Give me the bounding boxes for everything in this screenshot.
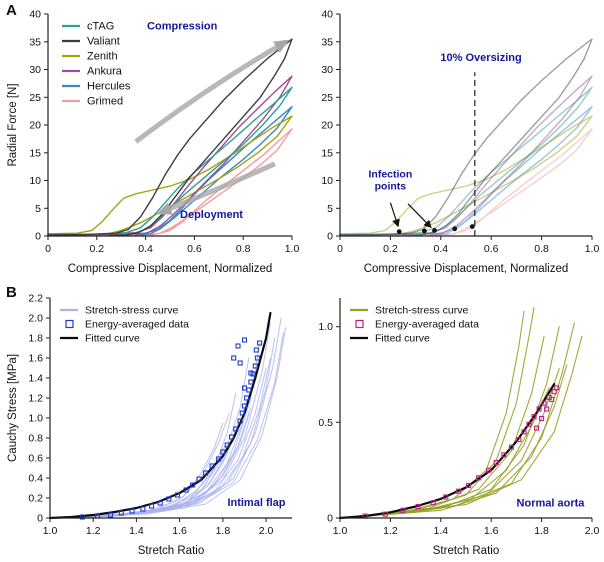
- svg-text:5: 5: [327, 203, 333, 215]
- svg-text:30: 30: [321, 64, 333, 76]
- svg-text:0.8: 0.8: [236, 243, 251, 255]
- svg-text:points: points: [375, 181, 407, 193]
- chart-stress-normal-aorta: Normal aorta 1.0 1.2 1.4 1.6 1.8 2.0 0 0.5 1.0 Str…: [306, 284, 602, 560]
- svg-text:10: 10: [321, 175, 333, 187]
- svg-text:0: 0: [327, 231, 333, 243]
- svg-text:20: 20: [321, 120, 333, 132]
- svg-text:Compression: Compression: [147, 21, 218, 33]
- svg-text:1.2: 1.2: [86, 525, 101, 537]
- svg-text:Cauchy Stress [MPa]: Cauchy Stress [MPa]: [7, 354, 19, 462]
- svg-text:0: 0: [37, 513, 43, 525]
- svg-text:15: 15: [29, 147, 41, 159]
- panel-b-label: B: [6, 284, 17, 301]
- svg-text:0.5: 0.5: [318, 417, 333, 429]
- svg-text:0: 0: [327, 513, 333, 525]
- svg-text:1.8: 1.8: [534, 525, 549, 537]
- svg-text:20: 20: [29, 120, 41, 132]
- svg-text:0.2: 0.2: [383, 243, 398, 255]
- svg-text:15: 15: [321, 147, 333, 159]
- chart-stress-intimal-flap: Intimal flap 1.0 1.2 1.4 1.6 1.8 2.0 0 0.2 0.4 0.6…: [4, 284, 300, 560]
- svg-text:0.2: 0.2: [89, 243, 104, 255]
- svg-text:1.0: 1.0: [43, 525, 58, 537]
- svg-text:Fitted curve: Fitted curve: [85, 333, 140, 345]
- svg-text:1.4: 1.4: [28, 373, 43, 385]
- svg-text:1.8: 1.8: [28, 333, 43, 345]
- svg-text:Valiant: Valiant: [87, 36, 120, 48]
- svg-text:1.0: 1.0: [285, 243, 300, 255]
- svg-text:0.8: 0.8: [534, 243, 549, 255]
- svg-text:35: 35: [321, 36, 333, 48]
- svg-text:1.0: 1.0: [318, 321, 333, 333]
- svg-text:Infection: Infection: [369, 169, 413, 181]
- svg-text:40: 40: [29, 9, 41, 21]
- svg-text:10: 10: [29, 175, 41, 187]
- svg-text:0.4: 0.4: [28, 473, 43, 485]
- svg-text:1.8: 1.8: [216, 525, 231, 537]
- svg-text:10% Oversizing: 10% Oversizing: [440, 52, 521, 64]
- svg-text:2.2: 2.2: [28, 293, 43, 305]
- svg-text:2.0: 2.0: [28, 313, 43, 325]
- b_left-svg: Intimal flap 1.0 1.2 1.4 1.6 1.8 2.0 0 0.2 0.4 0.6…: [7, 293, 292, 557]
- svg-text:1.0: 1.0: [28, 413, 43, 425]
- svg-text:Energy-averaged data: Energy-averaged data: [375, 319, 479, 331]
- svg-text:Grimed: Grimed: [87, 96, 123, 108]
- svg-text:Stretch-stress curve: Stretch-stress curve: [85, 305, 179, 317]
- svg-text:Energy-averaged data: Energy-averaged data: [85, 319, 189, 331]
- svg-text:0.4: 0.4: [138, 243, 153, 255]
- svg-text:1.6: 1.6: [484, 525, 499, 537]
- svg-text:Intimal flap: Intimal flap: [227, 497, 285, 509]
- chart-radial-force-compression: Compression Deployment 0 0.2 0.4 0.6 0.8 1.0 0 5 1…: [4, 2, 300, 278]
- svg-text:0.2: 0.2: [28, 493, 43, 505]
- svg-text:2.0: 2.0: [259, 525, 274, 537]
- svg-text:0.6: 0.6: [187, 243, 202, 255]
- svg-text:0.6: 0.6: [28, 453, 43, 465]
- svg-text:Radial Force [N]: Radial Force [N]: [7, 83, 19, 166]
- svg-text:0: 0: [45, 243, 51, 255]
- svg-text:Stretch-stress curve: Stretch-stress curve: [375, 305, 469, 317]
- svg-text:1.0: 1.0: [333, 525, 348, 537]
- svg-text:1.6: 1.6: [172, 525, 187, 537]
- svg-text:Normal aorta: Normal aorta: [517, 498, 586, 510]
- svg-text:30: 30: [29, 64, 41, 76]
- svg-text:Stretch Ratio: Stretch Ratio: [433, 545, 499, 557]
- chart-radial-force-oversizing: 10% Oversizing Infection points 0 0.2 0.4 0.6 0…: [306, 2, 602, 278]
- svg-text:1.2: 1.2: [383, 525, 398, 537]
- svg-text:0.8: 0.8: [28, 433, 43, 445]
- svg-text:Fitted curve: Fitted curve: [375, 333, 430, 345]
- svg-text:5: 5: [35, 203, 41, 215]
- svg-text:1.2: 1.2: [28, 393, 43, 405]
- svg-text:cTAG: cTAG: [87, 21, 114, 33]
- svg-text:Ankura: Ankura: [87, 66, 123, 78]
- svg-text:1.6: 1.6: [28, 353, 43, 365]
- svg-text:25: 25: [29, 92, 41, 104]
- svg-text:Stretch Ratio: Stretch Ratio: [138, 545, 204, 557]
- a_left-svg: Compression Deployment 0 0.2 0.4 0.6 0.8 1.0 0 5 1…: [7, 9, 300, 276]
- svg-text:35: 35: [29, 36, 41, 48]
- svg-text:1.4: 1.4: [433, 525, 448, 537]
- svg-text:1.4: 1.4: [129, 525, 144, 537]
- svg-text:1.0: 1.0: [585, 243, 600, 255]
- svg-text:0.6: 0.6: [484, 243, 499, 255]
- svg-text:Deployment: Deployment: [180, 209, 243, 221]
- svg-text:Hercules: Hercules: [87, 81, 131, 93]
- svg-text:Compressive Displacement, Norm: Compressive Displacement, Normalized: [364, 263, 569, 275]
- svg-text:0: 0: [35, 231, 41, 243]
- svg-text:40: 40: [321, 9, 333, 21]
- svg-text:Zenith: Zenith: [87, 51, 118, 63]
- svg-text:25: 25: [321, 92, 333, 104]
- panel-a-label: A: [6, 2, 17, 19]
- svg-text:0.4: 0.4: [433, 243, 448, 255]
- b_right-svg: Normal aorta 1.0 1.2 1.4 1.6 1.8 2.0 0 0.5 1.0 Str…: [318, 298, 600, 557]
- svg-text:0: 0: [337, 243, 343, 255]
- svg-text:2.0: 2.0: [585, 525, 600, 537]
- svg-text:Compressive Displacement, Norm: Compressive Displacement, Normalized: [68, 263, 273, 275]
